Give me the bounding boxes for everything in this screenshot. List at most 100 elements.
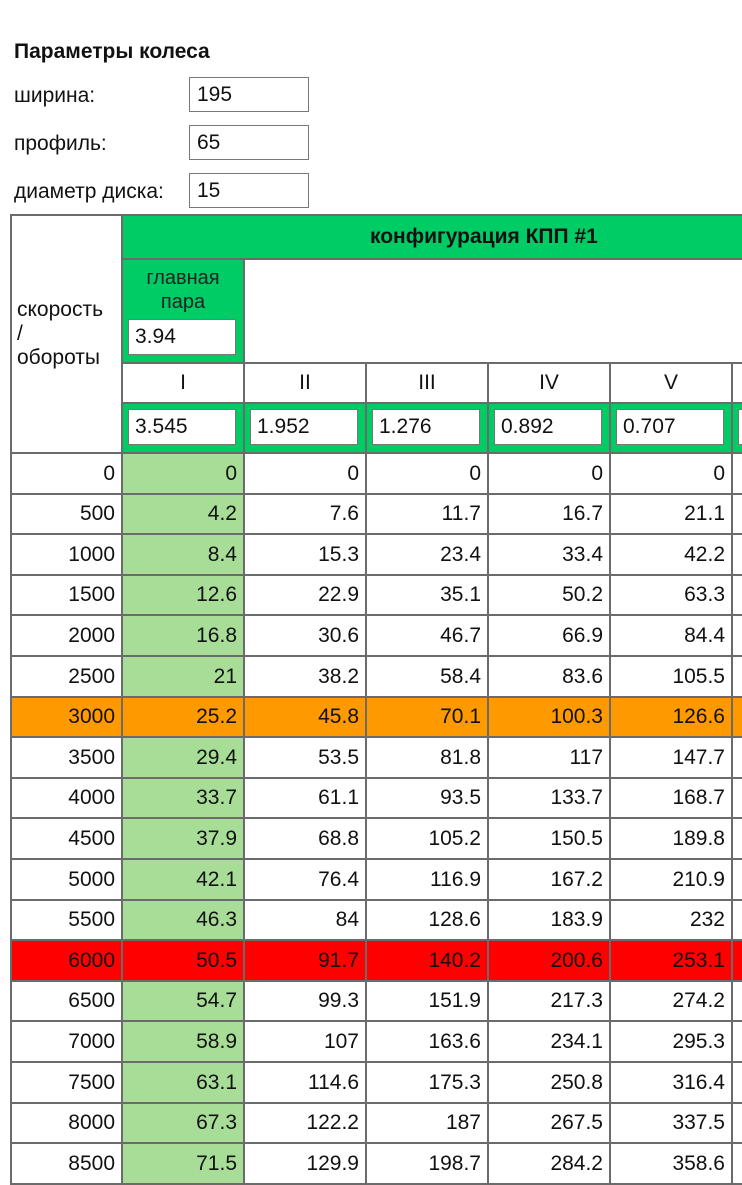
speed-cell: 35.1 [365, 574, 489, 616]
gear-ratio-input[interactable] [250, 409, 358, 445]
gear-ratio-input[interactable] [128, 409, 236, 445]
speed-value: 0 [347, 461, 359, 485]
speed-value: 128.6 [428, 908, 481, 931]
speed-cell: 107 [243, 1020, 367, 1063]
speed-cell: 140.2 [365, 939, 489, 982]
speed-cell: 70.1 [365, 696, 489, 738]
rpm-value: 1000 [68, 542, 115, 566]
speed-value: 16.7 [562, 502, 603, 525]
speed-cell: 21.1 [609, 493, 733, 535]
rpm-value: 4500 [68, 826, 115, 850]
rpm-value: 2000 [68, 623, 115, 647]
speed-value: 8.4 [207, 542, 237, 566]
speed-cell: 93.5 [365, 777, 489, 819]
speed-value: 140.2 [428, 948, 481, 972]
rpm-value: 1500 [68, 583, 115, 606]
speed-cell: 8.4 [121, 533, 245, 576]
speed-cell: 71.5 [121, 1142, 245, 1185]
speed-value: 63.1 [196, 1070, 237, 1094]
speed-cell: 129.9 [243, 1142, 367, 1185]
speed-value: 58.9 [196, 1029, 237, 1053]
speed-cell: 38.2 [243, 655, 367, 698]
gear-header-3: III [365, 362, 489, 404]
speed-cell: 23.4 [365, 533, 489, 576]
rpm-value: 8500 [68, 1151, 115, 1175]
gear-ratio-input-stub[interactable] [738, 409, 742, 445]
speed-value: 151.9 [428, 989, 481, 1012]
speed-value: 38.2 [318, 664, 359, 688]
diameter-input[interactable] [189, 173, 309, 208]
width-input[interactable] [189, 77, 309, 112]
rpm-value: 500 [79, 502, 115, 525]
gear-header-2: II [243, 362, 367, 404]
speed-cell: 84 [243, 899, 367, 941]
speed-cell: 91.7 [243, 939, 367, 982]
rpm-value: 4000 [68, 786, 115, 809]
speed-value: 25.2 [196, 705, 237, 728]
rpm-value: 2500 [68, 664, 115, 688]
speed-cell [731, 452, 742, 495]
speed-value: 81.8 [440, 745, 481, 769]
speed-cell: 68.8 [243, 817, 367, 860]
rpm-value: 6500 [68, 989, 115, 1012]
gear-ratio-input[interactable] [616, 409, 724, 445]
speed-value: 16.8 [196, 623, 237, 647]
main-pair-input[interactable] [128, 319, 236, 355]
speed-value: 232 [689, 908, 725, 931]
speed-cell: 83.6 [487, 655, 611, 698]
main-pair-cell: главная пара [121, 258, 245, 364]
speed-value: 54.7 [196, 989, 237, 1012]
speed-cell: 63.3 [609, 574, 733, 616]
speed-value: 284.2 [550, 1151, 603, 1175]
speed-cell: 99.3 [243, 980, 367, 1022]
rpm-cell: 4000 [10, 777, 123, 819]
rpm-cell: 5500 [10, 899, 123, 941]
speed-cell: 29.4 [121, 736, 245, 779]
speed-value: 23.4 [440, 542, 481, 566]
speed-value: 129.9 [306, 1151, 359, 1175]
speed-value: 33.4 [562, 542, 603, 566]
speed-cell: 122.2 [243, 1102, 367, 1144]
speed-cell [731, 614, 742, 657]
speed-cell: 53.5 [243, 736, 367, 779]
speed-cell: 232 [609, 899, 733, 941]
gear-ratio-input[interactable] [494, 409, 602, 445]
speed-value: 189.8 [672, 826, 725, 850]
speed-cell: 58.4 [365, 655, 489, 698]
speed-cell: 253.1 [609, 939, 733, 982]
speed-cell: 33.4 [487, 533, 611, 576]
speed-cell [731, 817, 742, 860]
speed-value: 116.9 [430, 867, 481, 891]
speed-value: 316.4 [672, 1070, 725, 1094]
profile-input[interactable] [189, 125, 309, 160]
gear-ratio-input[interactable] [372, 409, 480, 445]
rpm-value: 7000 [68, 1029, 115, 1053]
speed-cell: 250.8 [487, 1061, 611, 1104]
rpm-cell: 1000 [10, 533, 123, 576]
speed-cell: 234.1 [487, 1020, 611, 1063]
speed-cell: 163.6 [365, 1020, 489, 1063]
speed-cell: 117 [487, 736, 611, 779]
speed-value: 21 [213, 664, 237, 688]
speed-cell: 16.8 [121, 614, 245, 657]
speed-cell: 217.3 [487, 980, 611, 1022]
speed-value: 50.2 [562, 583, 603, 606]
speed-cell: 267.5 [487, 1102, 611, 1144]
speed-value: 76.4 [318, 867, 359, 891]
wheel-params-title: Параметры колеса [14, 40, 210, 63]
speed-value: 295.3 [672, 1029, 725, 1053]
speed-cell: 183.9 [487, 899, 611, 941]
speed-value: 183.9 [550, 908, 603, 931]
speed-value: 68.8 [318, 826, 359, 850]
speed-cell [731, 533, 742, 576]
speed-value: 21.1 [684, 502, 725, 525]
rpm-cell: 1500 [10, 574, 123, 616]
rpm-cell: 5000 [10, 858, 123, 901]
speed-value: 29.4 [196, 745, 237, 769]
speed-value: 83.6 [562, 664, 603, 688]
speed-cell: 0 [243, 452, 367, 495]
speed-cell [731, 1102, 742, 1144]
rpm-cell: 3500 [10, 736, 123, 779]
speed-cell: 151.9 [365, 980, 489, 1022]
speed-cell: 167.2 [487, 858, 611, 901]
